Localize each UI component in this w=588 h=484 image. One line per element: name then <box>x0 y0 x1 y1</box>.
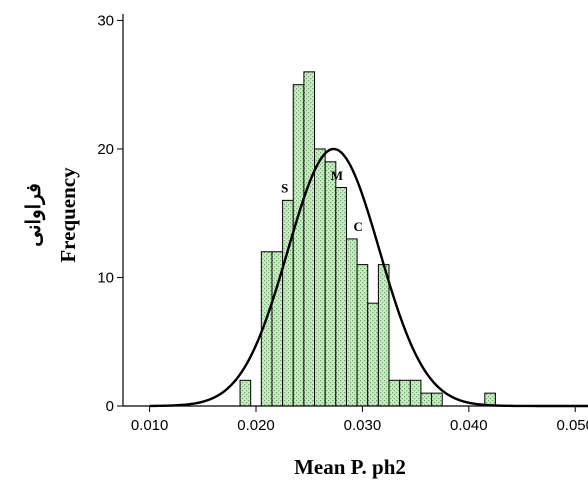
x-axis-title: Mean P. ph2 <box>294 455 406 479</box>
y-tick-label: 10 <box>97 269 114 286</box>
histogram-bar <box>292 84 305 407</box>
histogram-bar <box>335 187 347 407</box>
annotation-label: M <box>331 168 343 183</box>
histogram-bar <box>388 379 401 407</box>
histogram-bar <box>409 379 422 407</box>
histogram-bar <box>431 392 443 407</box>
y-tick-label: 20 <box>97 141 114 158</box>
y-tick-label: 0 <box>106 398 114 415</box>
x-tick-label: 0.030 <box>344 417 382 434</box>
bars <box>239 71 496 407</box>
histogram-bar <box>324 161 337 407</box>
x-tick-label: 0.040 <box>450 417 488 434</box>
y-axis-title-secondary: فراوانی <box>23 183 46 247</box>
tick-labels: 0.010 0.020 0.030 0.040 0.050 0 10 20 30 <box>97 12 588 434</box>
histogram-bar <box>420 392 433 407</box>
histogram-bar <box>367 302 379 407</box>
annotation-label: S <box>281 181 288 196</box>
histogram-bar <box>303 71 316 407</box>
axes <box>122 14 588 407</box>
histogram-bar <box>345 238 358 407</box>
annotations: S M C <box>281 168 363 234</box>
y-axis-title: Frequency <box>56 167 80 263</box>
histogram-bar <box>399 379 411 407</box>
histogram-bar <box>314 148 326 407</box>
histogram-bar <box>239 379 252 407</box>
histogram-bar <box>356 264 369 407</box>
x-tick-label: 0.010 <box>131 417 169 434</box>
y-tick-label: 30 <box>97 12 114 29</box>
histogram-bar <box>377 264 390 407</box>
histogram-bar <box>282 199 294 407</box>
annotation-label: C <box>353 219 362 234</box>
x-tick-label: 0.050 <box>556 417 588 434</box>
x-tick-label: 0.020 <box>237 417 275 434</box>
